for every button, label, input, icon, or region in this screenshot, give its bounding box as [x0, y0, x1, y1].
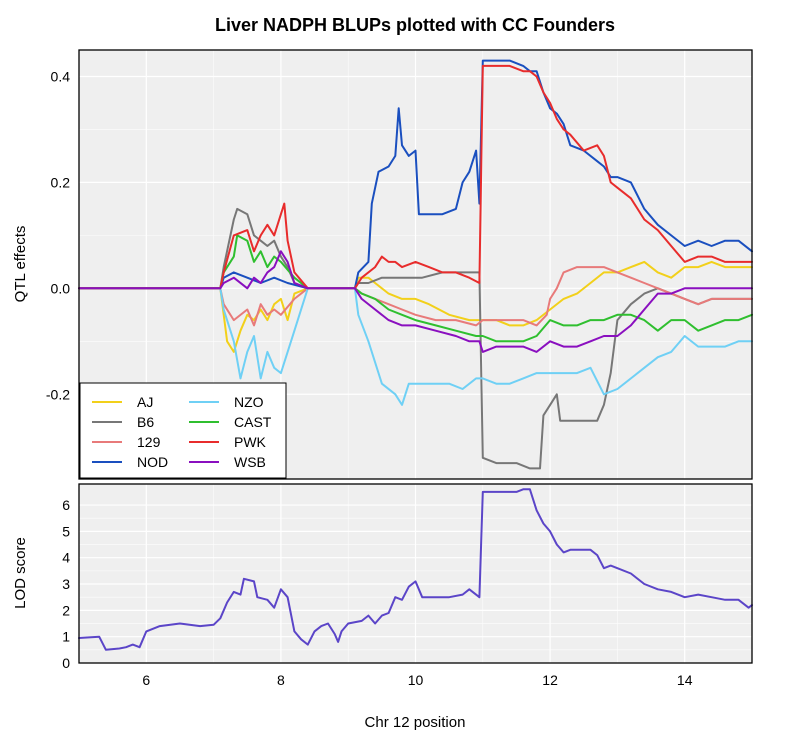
qtl-effects-series — [78, 59, 753, 470]
qtl-effects-y-tick-label: 0.0 — [51, 280, 71, 296]
series-line-129 — [78, 266, 753, 327]
qtl-effects-y-tick-label: 0.4 — [51, 68, 71, 84]
legend-label-b6: B6 — [137, 414, 154, 430]
x-tick-label: 14 — [677, 672, 693, 688]
lod-y-tick-label: 3 — [62, 576, 70, 592]
chart-title: Liver NADPH BLUPs plotted with CC Founde… — [215, 15, 615, 35]
lod-y-tick-label: 0 — [62, 655, 70, 671]
legend-label-pwk: PWK — [234, 434, 267, 450]
lod-y-tick-label: 4 — [62, 550, 70, 566]
series-line-wsb — [78, 250, 753, 353]
qtl-effects-y-tick-labels: 0.4 0.2 0.0 -0.2 — [46, 68, 70, 402]
lod-y-tick-label: 2 — [62, 602, 70, 618]
legend-label-cast: CAST — [234, 414, 272, 430]
series-line-pwk — [78, 64, 753, 290]
qtl-effects-y-axis-label: QTL effects — [12, 226, 29, 303]
lod-frame — [78, 483, 753, 664]
lod-y-tick-label: 1 — [62, 629, 70, 645]
x-tick-labels: 6 8 10 12 14 — [142, 672, 692, 688]
lod-y-tick-label: 5 — [62, 523, 70, 539]
legend-label-aj: AJ — [137, 394, 153, 410]
series-line-cast — [78, 234, 753, 343]
qtl-effects-y-tick-label: -0.2 — [46, 386, 70, 402]
legend-label-nzo: NZO — [234, 394, 264, 410]
x-tick-label: 8 — [277, 672, 285, 688]
legend-items: AJ B6 129 NOD NZO CAST PWK WSB — [92, 394, 272, 470]
lod-series — [78, 488, 753, 651]
lod-y-tick-label: 6 — [62, 497, 70, 513]
series-line-nzo — [78, 287, 753, 406]
x-tick-label: 10 — [408, 672, 424, 688]
legend-label-nod: NOD — [137, 454, 168, 470]
qtl-effects-panel: 0.4 0.2 0.0 -0.2 QTL effects AJ B6 129 NOD NZO C… — [12, 49, 753, 480]
qtl-effects-y-tick-label: 0.2 — [51, 174, 71, 190]
x-tick-label: 12 — [542, 672, 558, 688]
lod-y-tick-labels: 0 1 2 3 4 5 6 — [62, 497, 70, 671]
lod-y-axis-label: LOD score — [12, 537, 29, 609]
legend: AJ B6 129 NOD NZO CAST PWK WSB — [79, 382, 287, 479]
x-tick-label: 6 — [142, 672, 150, 688]
series-line-b6 — [78, 207, 753, 470]
lod-score-line — [78, 488, 753, 651]
qtl-effects-frame — [78, 49, 753, 480]
legend-label-wsb: WSB — [234, 454, 266, 470]
x-axis-label: Chr 12 position — [365, 714, 466, 731]
legend-label-129: 129 — [137, 434, 161, 450]
